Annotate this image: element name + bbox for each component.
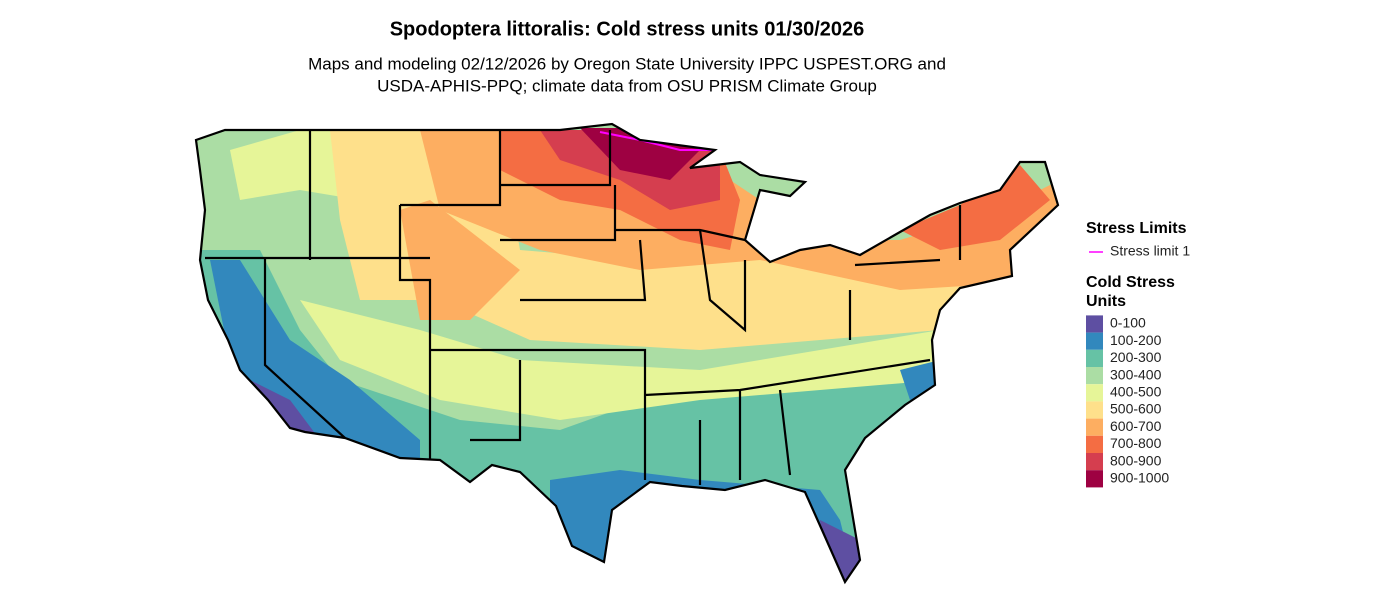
legend-swatch <box>1086 453 1103 471</box>
legend-label: 800-900 <box>1110 452 1162 468</box>
legend-label: Stress limit 1 <box>1110 243 1190 259</box>
legend-label: 400-500 <box>1110 384 1162 400</box>
legend-swatch <box>1086 418 1103 436</box>
legend-title: Cold Stress <box>1086 274 1175 291</box>
title: Spodoptera littoralis: Cold stress units… <box>390 18 865 40</box>
legend-label: 0-100 <box>1110 315 1146 331</box>
legend-swatch <box>1086 332 1103 350</box>
legend-swatch <box>1086 367 1103 385</box>
legend-label: 300-400 <box>1110 366 1162 382</box>
map-region <box>330 130 1058 350</box>
legend-swatch <box>1086 384 1103 402</box>
subtitle: USDA-APHIS-PPQ; climate data from OSU PR… <box>377 76 877 95</box>
legend-swatch <box>1086 435 1103 453</box>
legend-swatch <box>1086 401 1103 419</box>
legend-label: 200-300 <box>1110 349 1162 365</box>
legend-label: 900-1000 <box>1110 470 1169 486</box>
subtitle: Maps and modeling 02/12/2026 by Oregon S… <box>308 54 946 73</box>
map-region <box>900 165 1050 250</box>
legend-label: 600-700 <box>1110 418 1162 434</box>
legend-label: 500-600 <box>1110 401 1162 417</box>
stress-limit-line <box>599 131 715 151</box>
legend-swatch <box>1086 470 1103 488</box>
legend-title: Stress Limits <box>1086 220 1187 237</box>
map-region <box>210 260 420 470</box>
heat-map <box>196 124 1058 582</box>
legend-swatch <box>1086 349 1103 367</box>
legend-label: 700-800 <box>1110 435 1162 451</box>
map-region <box>300 300 1058 420</box>
legend-label: 100-200 <box>1110 332 1162 348</box>
legend-title: Units <box>1086 293 1126 310</box>
state-borders <box>194 122 1060 584</box>
legend-swatch <box>1086 315 1103 333</box>
